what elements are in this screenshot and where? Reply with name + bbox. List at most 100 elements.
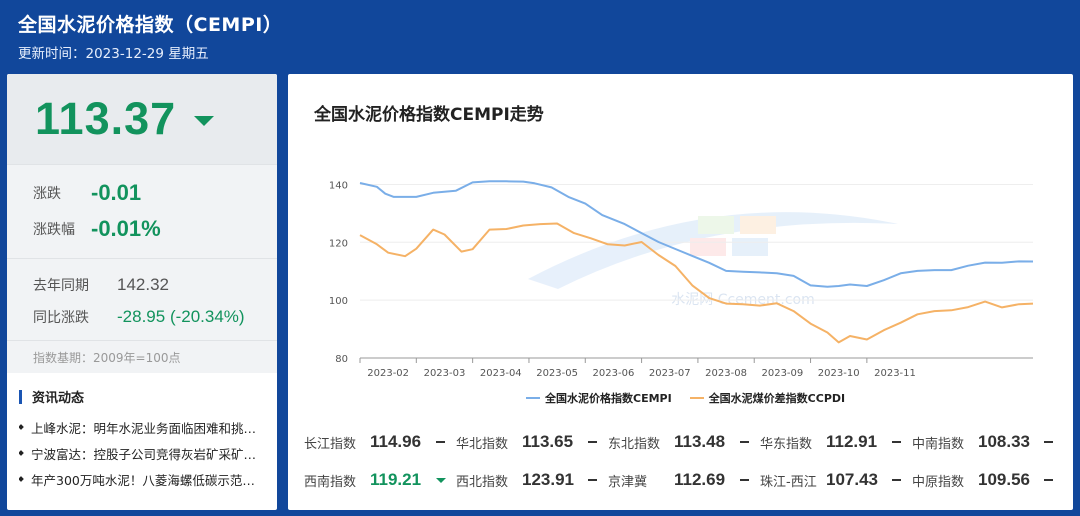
index-cell[interactable]: 东北指数 113.48: [608, 432, 760, 452]
x-tick-label: 2023-07: [649, 368, 691, 379]
price-trend-chart: 水泥网 Ccement.com 80 100 120 140 2023-02 2023-…: [329, 180, 1034, 379]
flat-dash-icon: [892, 441, 901, 443]
change-pct-value: -0.01%: [91, 216, 161, 241]
flat-dash-icon: [740, 479, 749, 481]
watermark-block: [690, 238, 726, 256]
index-name: 长江指数: [304, 436, 357, 452]
index-cell[interactable]: 京津冀 112.69: [608, 470, 760, 490]
index-value: 107.43: [826, 470, 878, 489]
change-box: 涨跌 -0.01 涨跌幅 -0.01%: [7, 164, 277, 258]
bullet-icon: [19, 424, 24, 430]
bullet-icon: [19, 476, 24, 482]
index-cell[interactable]: 珠江-西江 107.43: [760, 470, 912, 490]
news-section: 资讯动态 上峰水泥：明年水泥业务面临困难和挑… 宁波富达：控股子公司竞得灰岩矿采…: [7, 373, 277, 492]
yoy-value: -28.95 (-20.34%): [117, 307, 245, 327]
x-tick-label: 2023-08: [705, 368, 747, 379]
index-value: 113.65: [522, 432, 574, 451]
y-tick-label: 80: [335, 354, 348, 365]
x-tick-label: 2023-03: [424, 368, 466, 379]
x-tick-label: 2023-02: [367, 368, 409, 379]
yoy-row: 同比涨跌 -28.95 (-20.34%): [33, 301, 277, 333]
index-name: 珠江-西江: [760, 474, 817, 490]
yoy-change: -28.95: [117, 307, 166, 326]
index-row: 长江指数 114.96 华北指数 113.65 东北指数 113.48 华东指数 112…: [304, 430, 1064, 454]
flat-dash-icon: [1044, 479, 1053, 481]
legend-label: 全国水泥煤价差指数CCPDI: [708, 392, 846, 405]
flat-dash-icon: [740, 441, 749, 443]
page-header: 全国水泥价格指数（CEMPI） 更新时间：2023-12-29 星期五: [18, 10, 282, 62]
index-value: 112.91: [826, 432, 878, 451]
flat-dash-icon: [1044, 441, 1053, 443]
legend-item-ccpdi[interactable]: 全国水泥煤价差指数CCPDI: [689, 390, 846, 406]
x-tick-label: 2023-09: [761, 368, 803, 379]
index-cell[interactable]: 西北指数 123.91: [456, 470, 608, 490]
watermark-block: [698, 216, 734, 234]
change-value: -0.01: [91, 180, 142, 205]
bullet-icon: [19, 450, 24, 456]
index-value: 112.69: [674, 470, 726, 489]
legend-label: 全国水泥价格指数CEMPI: [545, 392, 672, 405]
index-cell[interactable]: 中原指数 109.56: [912, 470, 1064, 490]
flat-dash-icon: [588, 479, 597, 481]
index-name: 京津冀: [608, 474, 648, 490]
change-pct-label: 涨跌幅: [33, 222, 75, 238]
x-tick-label: 2023-10: [818, 368, 860, 379]
chart-legend: 全国水泥价格指数CEMPI 全国水泥煤价差指数CCPDI: [526, 390, 863, 406]
news-item[interactable]: 上峰水泥：明年水泥业务面临困难和挑…: [19, 414, 277, 440]
news-item-text[interactable]: 上峰水泥：明年水泥业务面临困难和挑…: [31, 420, 257, 436]
index-name: 中原指数: [912, 474, 965, 490]
watermark-block: [732, 238, 768, 256]
watermark-swoosh: [528, 212, 898, 289]
series-line-ccpdi[interactable]: [359, 222, 1034, 344]
legend-swatch: [689, 397, 704, 399]
y-tick-label: 100: [329, 296, 348, 307]
news-item[interactable]: 年产300万吨水泥！八菱海螺低碳示范…: [19, 466, 277, 492]
index-value: 109.56: [978, 470, 1030, 489]
news-header: 资讯动态: [19, 387, 277, 406]
index-value: 113.48: [674, 432, 726, 451]
news-item-text[interactable]: 宁波富达：控股子公司竞得灰岩矿采矿…: [31, 446, 257, 462]
y-tick-label: 120: [329, 238, 348, 249]
summary-panel: 113.37 涨跌 -0.01 涨跌幅 -0.01% 去年同期 142.32 同…: [7, 74, 277, 510]
yoy-pct: (-20.34%): [169, 307, 245, 326]
update-time: 更新时间：2023-12-29 星期五: [18, 46, 209, 62]
down-triangle-icon: [194, 116, 215, 126]
x-tick-label: 2023-04: [480, 368, 522, 379]
watermark-logo: 水泥网 Ccement.com: [528, 212, 898, 308]
last-year-row: 去年同期 142.32: [33, 269, 277, 301]
yoy-label: 同比涨跌: [33, 310, 89, 326]
index-row: 西南指数 119.21 西北指数 123.91 京津冀 112.69 珠江-西江 107…: [304, 468, 1064, 492]
index-name: 华东指数: [760, 436, 813, 452]
x-tick-label: 2023-06: [593, 368, 635, 379]
change-label: 涨跌: [33, 186, 61, 202]
index-cell[interactable]: 华东指数 112.91: [760, 432, 912, 452]
index-cell[interactable]: 华北指数 113.65: [456, 432, 608, 452]
change-row: 涨跌 -0.01: [33, 175, 277, 211]
x-tick-label: 2023-11: [874, 368, 916, 379]
current-index-value: 113.37: [35, 93, 177, 144]
last-year-value: 142.32: [117, 275, 169, 294]
x-tick-label: 2023-05: [536, 368, 578, 379]
base-note: 指数基期：2009年=100点: [7, 340, 277, 373]
change-pct-row: 涨跌幅 -0.01%: [33, 211, 277, 247]
index-value: 119.21: [370, 470, 422, 489]
index-name: 中南指数: [912, 436, 965, 452]
last-year-label: 去年同期: [33, 278, 89, 294]
news-item[interactable]: 宁波富达：控股子公司竞得灰岩矿采矿…: [19, 440, 277, 466]
index-cell[interactable]: 中南指数 108.33: [912, 432, 1064, 452]
down-triangle-icon: [436, 477, 446, 483]
series-line-cempi[interactable]: [359, 180, 1034, 288]
y-tick-label: 140: [329, 180, 348, 191]
news-item-text[interactable]: 年产300万吨水泥！八菱海螺低碳示范…: [31, 472, 255, 488]
index-value: 108.33: [978, 432, 1030, 451]
news-title-bar: [19, 389, 22, 404]
legend-swatch: [526, 397, 540, 399]
index-cell[interactable]: 西南指数 119.21: [304, 470, 456, 490]
flat-dash-icon: [588, 441, 597, 443]
legend-item-cempi[interactable]: 全国水泥价格指数CEMPI: [526, 390, 672, 406]
chart-title: 全国水泥价格指数CEMPI走势: [314, 105, 544, 125]
index-name: 西南指数: [304, 474, 357, 490]
index-value: 114.96: [370, 432, 422, 451]
price-box: 113.37: [7, 74, 277, 164]
index-cell[interactable]: 长江指数 114.96: [304, 432, 456, 452]
